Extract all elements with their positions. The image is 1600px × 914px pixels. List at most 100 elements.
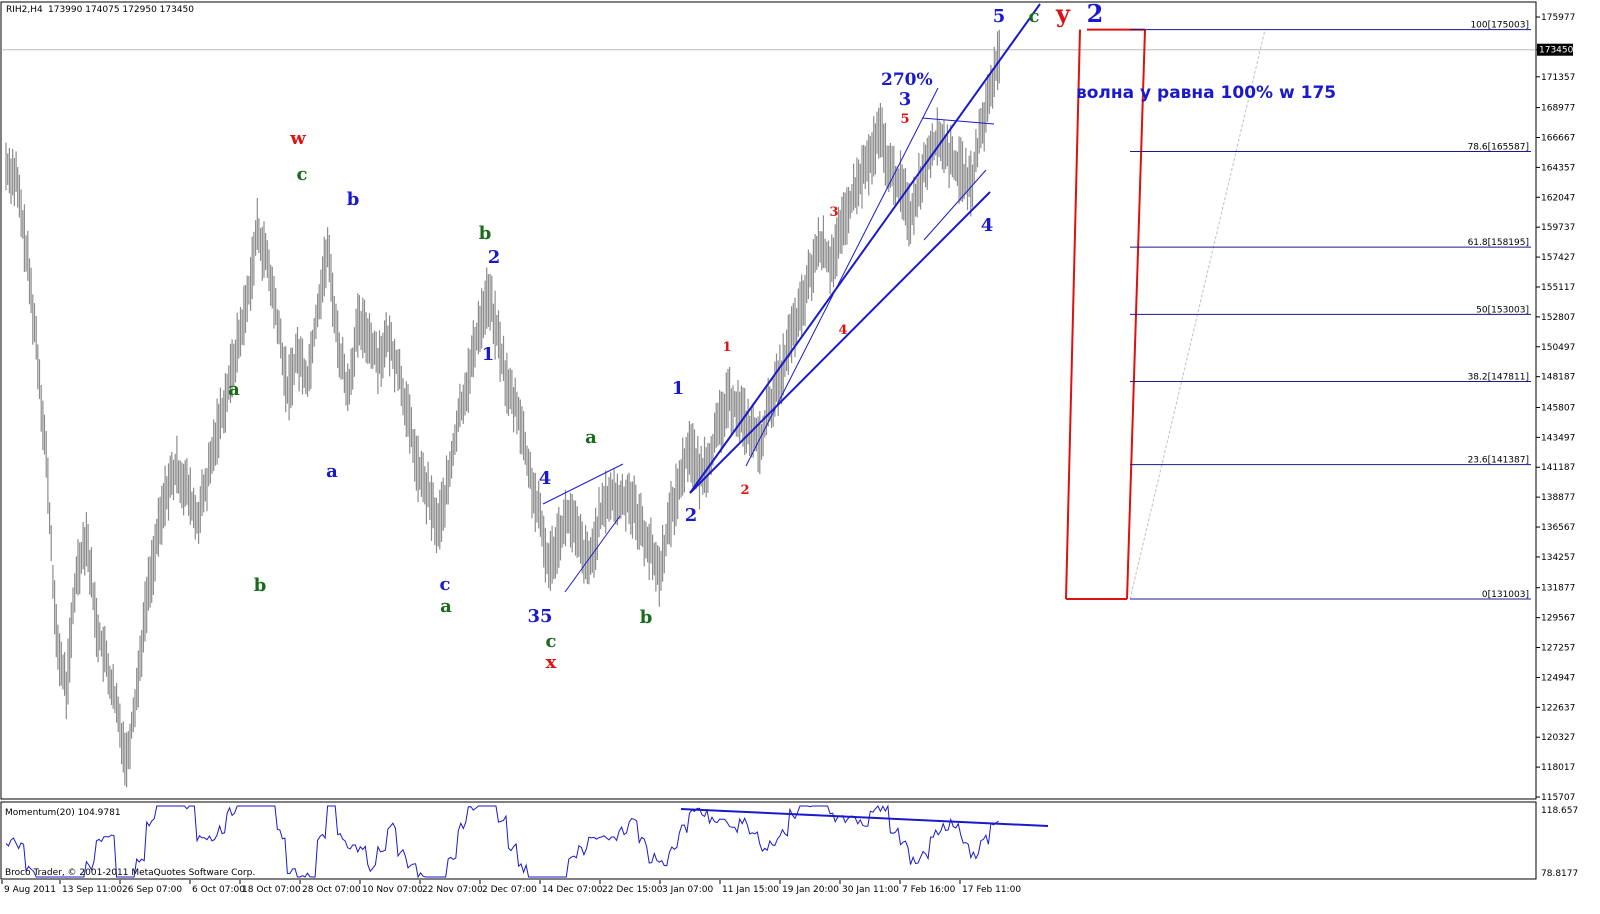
time-tick-label: 14 Dec 07:00 (542, 885, 603, 895)
time-tick-label: 19 Jan 20:00 (782, 885, 839, 895)
triangle-bottom-line (564, 515, 621, 593)
ohlc-values: 173990 174075 172950 173450 (48, 5, 194, 15)
time-tick-label: 22 Nov 07:00 (422, 885, 483, 895)
time-tick-label: 6 Oct 07:00 (192, 885, 245, 895)
price-tick-label: 115707 (1541, 793, 1575, 803)
wave-label: 3 (829, 205, 838, 220)
time-tick-label: 2 Dec 07:00 (482, 885, 537, 895)
price-tick-label: 120327 (1541, 733, 1575, 743)
time-tick-label: 11 Jan 15:00 (722, 885, 779, 895)
price-tick-label: 159737 (1541, 223, 1575, 233)
price-tick-label: 136567 (1541, 523, 1575, 533)
price-axis: 175977 173450 171357 168977 166667 164357 1620… (1536, 13, 1575, 803)
price-tick-label: 122637 (1541, 703, 1575, 713)
price-tick-label: 129567 (1541, 614, 1575, 624)
wave-label: w (289, 128, 306, 149)
price-tick-label: 155117 (1541, 283, 1575, 293)
current-price-box (1537, 43, 1573, 56)
time-tick-label: 18 Oct 07:00 (242, 885, 301, 895)
price-tick-label: 148187 (1541, 373, 1575, 383)
wave-label: b (640, 607, 653, 628)
fib-level-label: 61.8[158195] (1468, 238, 1529, 248)
price-tick-label: 143497 (1541, 433, 1575, 443)
fib-level-label: 78.6[165587] (1468, 142, 1529, 152)
price-tick-label: 141187 (1541, 463, 1575, 473)
current-price-label: 173450 (1539, 46, 1574, 56)
wave-label: a (440, 596, 452, 617)
time-tick-label: 26 Sep 07:00 (122, 885, 182, 895)
wave-label: y (1055, 0, 1071, 28)
wave5-wedge-bottom (923, 169, 987, 241)
main-plot-frame (0, 1, 1537, 800)
momentum-indicator: 118.657 78.8177 (5, 804, 1578, 879)
momentum-tick-label: 78.8177 (1541, 869, 1578, 879)
percent-270-label: 270% (881, 70, 933, 90)
wave-label: c (440, 574, 451, 595)
wave-label: 2 (488, 247, 501, 268)
momentum-title: Momentum(20) 104.9781 (5, 808, 121, 818)
fibonacci-levels: 100[175003] 78.6[165587] 61.8[158195] 50[15… (1065, 21, 1531, 601)
fib-level-label: 38.2[147811] (1468, 373, 1529, 383)
price-tick-label: 150497 (1541, 343, 1575, 353)
wave-label: 1 (722, 340, 731, 355)
wave-label: c (546, 631, 557, 652)
wave-label: 5 (900, 112, 909, 127)
price-tick-label: 164357 (1541, 163, 1575, 173)
wave-label: 3 (899, 89, 912, 110)
price-tick-label: 166667 (1541, 133, 1575, 143)
price-tick-label: 171357 (1541, 73, 1575, 83)
fib-frame-diagonal (1065, 29, 1081, 600)
time-tick-label: 9 Aug 2011 (4, 885, 56, 895)
price-tick-label: 127257 (1541, 644, 1575, 654)
price-tick-label: 118017 (1541, 763, 1575, 773)
wave-label: c (297, 164, 308, 185)
price-tick-label: 145807 (1541, 403, 1575, 413)
wave-label: x (546, 652, 557, 673)
wave-label: a (228, 379, 240, 400)
wave-label: 2 (740, 483, 749, 498)
wave-label: 4 (838, 323, 847, 338)
fib-level-label: 23.6[141387] (1468, 456, 1529, 466)
time-tick-label: 28 Oct 07:00 (302, 885, 361, 895)
price-tick-label: 138877 (1541, 493, 1575, 503)
wave-label: a (585, 427, 597, 448)
triangle-top-line (542, 463, 624, 505)
wave-label: 2 (1087, 0, 1104, 28)
price-tick-label: 134257 (1541, 553, 1575, 563)
wave-note-text: волна у равна 100% w 175 (1076, 83, 1336, 103)
wave-label: 1 (482, 344, 495, 365)
wave3-channel-line (745, 87, 939, 467)
price-bars (5, 29, 1000, 788)
price-tick-label: 157427 (1541, 253, 1575, 263)
wave-label: a (326, 461, 338, 482)
wave-label: b (479, 223, 492, 244)
momentum-line (5, 804, 999, 879)
time-tick-label: 13 Sep 11:00 (62, 885, 122, 895)
momentum-divergence-line (680, 808, 1049, 827)
fib-level-label: 100[175003] (1470, 21, 1529, 31)
wave-label: 4 (981, 215, 994, 236)
price-tick-label: 162047 (1541, 193, 1575, 203)
momentum-tick-label: 118.657 (1541, 806, 1578, 816)
wave-label: c (1029, 6, 1040, 27)
time-tick-label: 7 Feb 16:00 (902, 885, 956, 895)
time-tick-label: 17 Feb 11:00 (962, 885, 1021, 895)
wave-label: 4 (539, 468, 552, 489)
momentum-plot-frame (0, 801, 1537, 880)
price-tick-label: 131877 (1541, 584, 1575, 594)
time-tick-label: 10 Nov 07:00 (362, 885, 423, 895)
fib-level-label: 0[131003] (1482, 590, 1529, 600)
price-tick-label: 152807 (1541, 313, 1575, 323)
wave5-wedge-top (921, 117, 995, 125)
time-tick-label: 30 Jan 11:00 (842, 885, 899, 895)
price-tick-label: 124947 (1541, 673, 1575, 683)
price-tick-label: 175977 (1541, 13, 1575, 23)
wave-label: 1 (672, 378, 685, 399)
time-tick-label: 22 Dec 15:00 (602, 885, 663, 895)
time-tick-label: 3 Jan 07:00 (662, 885, 714, 895)
fib-level-label: 50[153003] (1476, 305, 1529, 315)
copyright-text: Broco Trader, © 2001-2011 MetaQuotes Sof… (5, 868, 255, 878)
wave-label: b (254, 575, 267, 596)
